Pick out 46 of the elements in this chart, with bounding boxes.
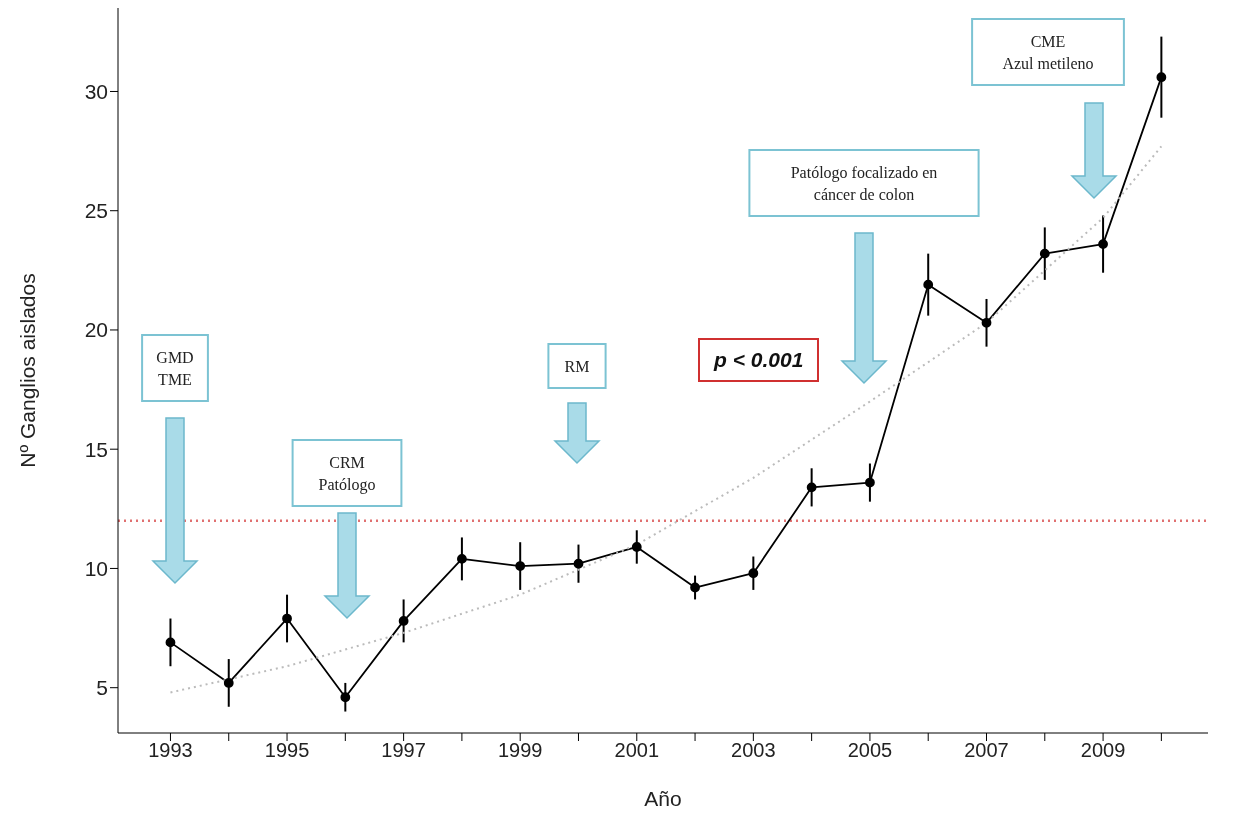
point <box>1098 239 1108 249</box>
y-tick-label: 10 <box>84 556 108 580</box>
annotation: GMD TME <box>156 348 194 388</box>
y-tick-label: 5 <box>96 676 108 700</box>
point <box>1156 72 1167 83</box>
x-tick-label: 1997 <box>381 739 426 762</box>
point <box>515 561 526 571</box>
x-tick-label: 1999 <box>497 739 543 762</box>
x-tick-label: 2007 <box>964 739 1009 762</box>
x-tick-label: 2003 <box>731 739 776 762</box>
y-tick-label: 30 <box>84 79 108 103</box>
x-tick-label: 2005 <box>847 739 893 762</box>
point <box>573 558 584 569</box>
annotation: Patólogo focalizado en cáncer de colon <box>790 163 938 203</box>
point <box>981 317 992 328</box>
point <box>398 616 409 626</box>
point <box>282 613 292 624</box>
annotation: CRM Patólogo <box>318 453 376 494</box>
x-tick-label: 1995 <box>264 739 310 762</box>
x-axis-title: Año <box>644 787 682 810</box>
text-box: GMD TME <box>141 334 209 402</box>
point <box>457 554 467 564</box>
annotation: RM <box>564 357 590 375</box>
point <box>223 678 234 688</box>
y-tick-label: 20 <box>84 318 108 342</box>
annotation: CME Azul metileno <box>1002 32 1094 72</box>
point <box>748 568 759 579</box>
point <box>865 477 875 488</box>
y-axis-title: Nº Ganglios aislados <box>16 273 40 468</box>
point <box>165 637 176 648</box>
point <box>806 482 817 493</box>
y-tick-label: 25 <box>84 199 108 223</box>
y-tick-label: 15 <box>84 437 108 461</box>
point <box>690 582 700 593</box>
x-tick-label: 2009 <box>1080 739 1126 762</box>
annotation: p < 0.001 <box>698 338 820 382</box>
text-box: Patólogo focalizado en cáncer de colon <box>748 149 980 217</box>
point <box>1039 248 1050 259</box>
text-box: RM <box>547 343 607 389</box>
point <box>340 692 351 703</box>
point <box>923 279 934 290</box>
point <box>631 542 642 552</box>
text-box: CRM Patólogo <box>291 439 403 507</box>
x-tick-label: 2001 <box>614 739 660 762</box>
text-box: CME Azul metileno <box>971 18 1125 86</box>
x-tick-label: 1993 <box>148 739 193 762</box>
